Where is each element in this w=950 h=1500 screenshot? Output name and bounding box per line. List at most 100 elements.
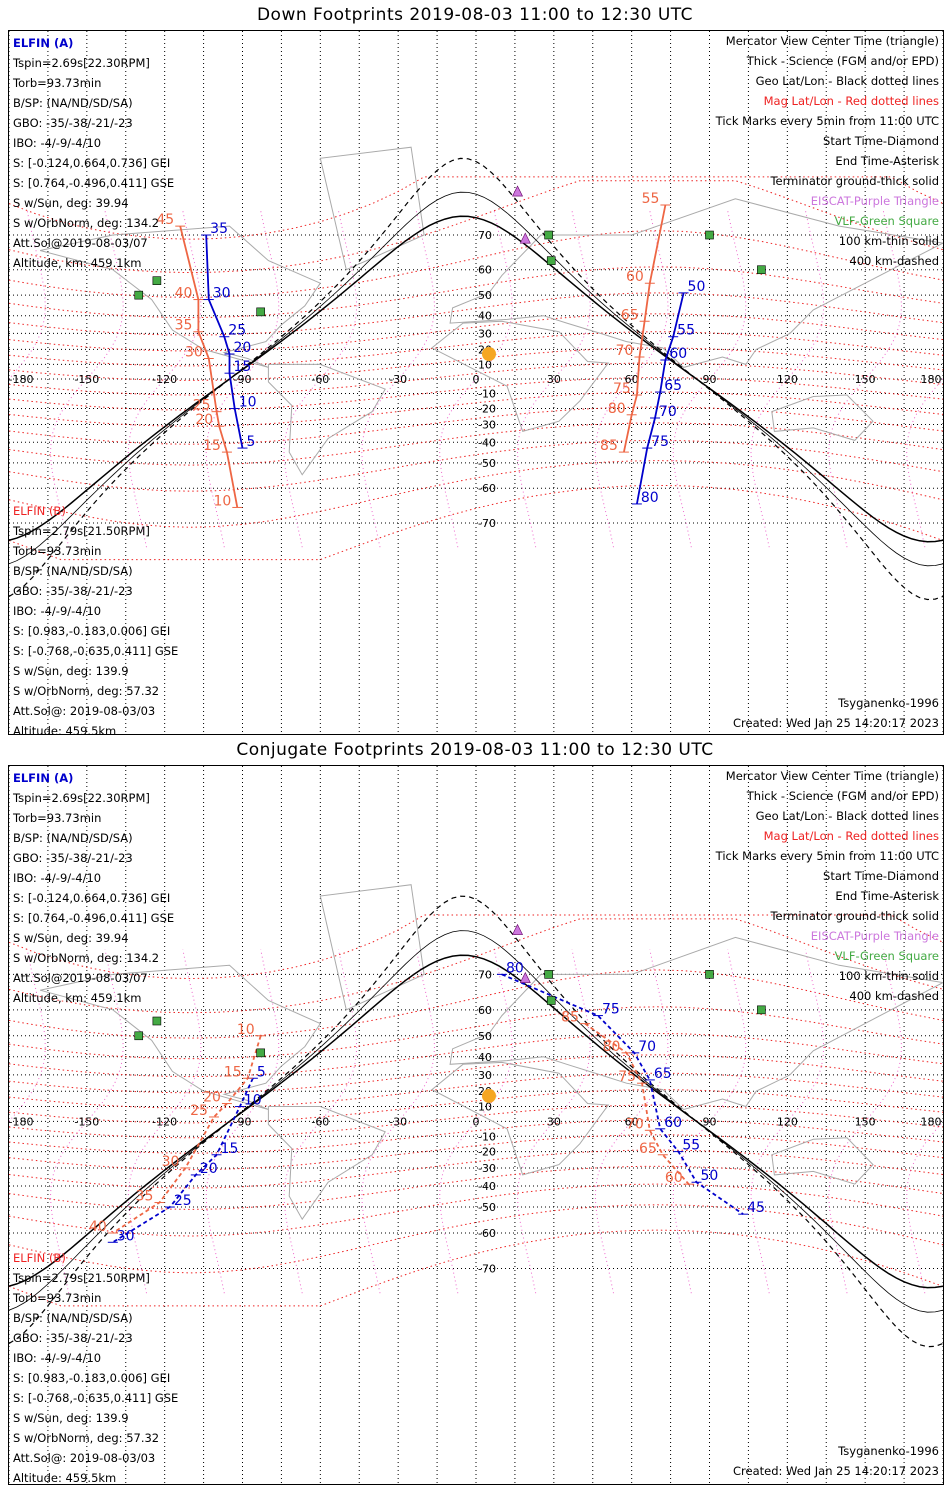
mag-parallel	[9, 914, 943, 980]
elfin-b-time-label: 85	[600, 438, 618, 454]
elfin-b-line: S: [-0.768,-0.635,0.411] GSE	[13, 1391, 179, 1405]
elfin-a-time-label: 60	[664, 1115, 682, 1131]
elfin-b-time-label: 25	[193, 398, 211, 414]
coastline	[771, 1137, 874, 1185]
elfin-b-time-label: 30	[185, 345, 203, 361]
mag-meridian	[906, 1120, 943, 1294]
vlf-square-icon	[152, 1016, 162, 1026]
elfin-b-line: Altitude: 459.5km	[13, 724, 117, 738]
elfin-a-line: B/SP: (NA/ND/SD/SA)	[13, 831, 133, 845]
elfin-b-line: B/SP: (NA/ND/SD/SA)	[13, 564, 133, 578]
legend-item: VLF-Green Square	[834, 949, 939, 963]
mag-parallel	[9, 266, 943, 319]
mag-meridian	[361, 210, 436, 548]
vlf-square-icon	[757, 265, 766, 275]
conjugate-footprints-map: -180 -150 -120 -90 -60 -30 0 30 60 90 120 150 180 70 6…	[8, 765, 944, 1485]
lat-tick-label: 70	[478, 968, 492, 981]
legend-item: End Time-Asterisk	[835, 889, 939, 903]
elfin-b-time-label: 75	[613, 381, 631, 397]
legend-item: Terminator ground-thick solid	[770, 909, 939, 923]
elfin-a-line: S: [0.764,-0.496,0.411] GSE	[13, 911, 175, 925]
mag-meridian	[672, 210, 747, 548]
mag-parallel	[9, 1134, 943, 1171]
elfin-a-time-label: 80	[641, 490, 659, 506]
lon-tick-label: -30	[389, 1115, 407, 1128]
elfin-b-label: ELFIN (B)	[13, 1251, 66, 1265]
lat-tick-label: -40	[478, 436, 496, 449]
lon-tick-label: -60	[311, 1115, 329, 1128]
mag-parallel	[9, 406, 943, 445]
lat-tick-label: -10	[478, 388, 496, 401]
elfin-b-label: ELFIN (B)	[13, 504, 66, 518]
vlf-square-icon	[544, 230, 553, 240]
lon-tick-label: 60	[625, 373, 639, 386]
mag-parallel	[9, 1006, 943, 1060]
coastline	[449, 198, 943, 368]
elfin-b-info: ELFIN (B) Tspin=2.79s[21.50RPM] Torb=93.…	[13, 1248, 178, 1488]
mag-meridian	[594, 210, 669, 548]
elfin-b-line: Att.Sol@: 2019-08-03/03	[13, 1451, 156, 1465]
elfin-a-time-label: 65	[664, 378, 682, 394]
elfin-a-line: IBO: -4/-9/-4/10	[13, 136, 102, 150]
lon-tick-label: 120	[777, 1115, 798, 1128]
mag-parallel	[9, 180, 943, 274]
created-label: Created: Wed Jan 25 14:20:17 2023	[732, 1464, 939, 1478]
elfin-b-time-label: 40	[89, 1219, 107, 1235]
legend-item: Tick Marks every 5min from 11:00 UTC	[715, 114, 939, 128]
elfin-a-line: IBO: -4/-9/-4/10	[13, 871, 102, 885]
lon-tick-label: -120	[152, 1115, 177, 1128]
elfin-b-line: S: [-0.768,-0.635,0.411] GSE	[13, 644, 179, 658]
legend-item: Start Time-Diamond	[823, 134, 939, 148]
elfin-a-line: Tspin=2.69s[22.30RPM]	[13, 791, 150, 805]
legend-item: Mag Lat/Lon - Red dotted lines	[763, 94, 939, 108]
model-label: Tsyganenko-1996	[838, 696, 939, 710]
elfin-b-line: S w/Sun, deg: 139.9	[13, 1411, 129, 1425]
lat-tick-label: 30	[478, 327, 492, 340]
lon-tick-label: 90	[703, 1115, 717, 1128]
mag-meridian	[205, 949, 280, 1294]
elfin-a-line: B/SP: (NA/ND/SD/SA)	[13, 96, 133, 110]
elfin-b-line: GBO: -35/-38/-21/-23	[13, 584, 133, 598]
vlf-square-icon	[757, 1005, 766, 1015]
elfin-a-line: S: [0.764,-0.496,0.411] GSE	[13, 176, 175, 190]
elfin-b-track	[179, 225, 239, 508]
legend-item: Mercator View Center Time (triangle)	[725, 34, 939, 48]
elfin-b-line: IBO: -4/-9/-4/10	[13, 604, 102, 618]
mag-parallel	[9, 1229, 943, 1307]
legend-item: 100 km-thin solid	[838, 234, 939, 248]
vlf-square-icon	[134, 290, 144, 300]
mag-meridian	[516, 210, 591, 548]
lon-tick-label: -150	[74, 373, 99, 386]
lat-tick-label: -30	[478, 1162, 496, 1175]
vlf-square-icon	[256, 307, 265, 317]
elfin-a-time-label: 30	[213, 286, 231, 302]
elfin-b-time-label: 55	[642, 191, 660, 207]
mag-meridian	[672, 949, 747, 1294]
lon-tick-label: 150	[855, 1115, 876, 1128]
elfin-a-info: ELFIN (A) Tspin=2.69s[22.30RPM] Torb=93.…	[13, 768, 174, 1008]
lat-tick-label: -40	[478, 1180, 496, 1193]
mag-parallel	[9, 1054, 943, 1094]
elfin-b-time-label: 35	[136, 1189, 154, 1205]
elfin-b-line: Tspin=2.79s[21.50RPM]	[13, 1271, 150, 1285]
coastline	[39, 964, 322, 1110]
vlf-square-icon	[546, 256, 556, 265]
elfin-a-time-label: 5	[247, 434, 256, 450]
elfin-b-time-label: 10	[237, 1022, 255, 1038]
mag-meridian	[594, 949, 669, 1294]
lon-tick-label: -180	[9, 1115, 33, 1128]
mag-parallel	[9, 292, 943, 336]
elfin-a-time-label: 30	[117, 1228, 135, 1244]
lat-tick-label: 40	[478, 1051, 492, 1064]
lat-tick-label: -50	[478, 457, 496, 470]
mag-parallel	[9, 1032, 943, 1078]
terminator-100km	[9, 191, 943, 567]
mag-meridian	[127, 949, 202, 1294]
down-footprints-map: -180 -150 -120 -90 -60 -30 0 30 60 90 120 150 180 70 6…	[8, 30, 944, 738]
elfin-a-line: S w/Sun, deg: 39.94	[13, 196, 129, 210]
coastline	[267, 1106, 386, 1221]
coastline	[771, 394, 874, 441]
model-label: Tsyganenko-1996	[838, 1444, 939, 1458]
lon-tick-label: -180	[9, 373, 33, 386]
elfin-b-time-label: 40	[175, 286, 193, 302]
